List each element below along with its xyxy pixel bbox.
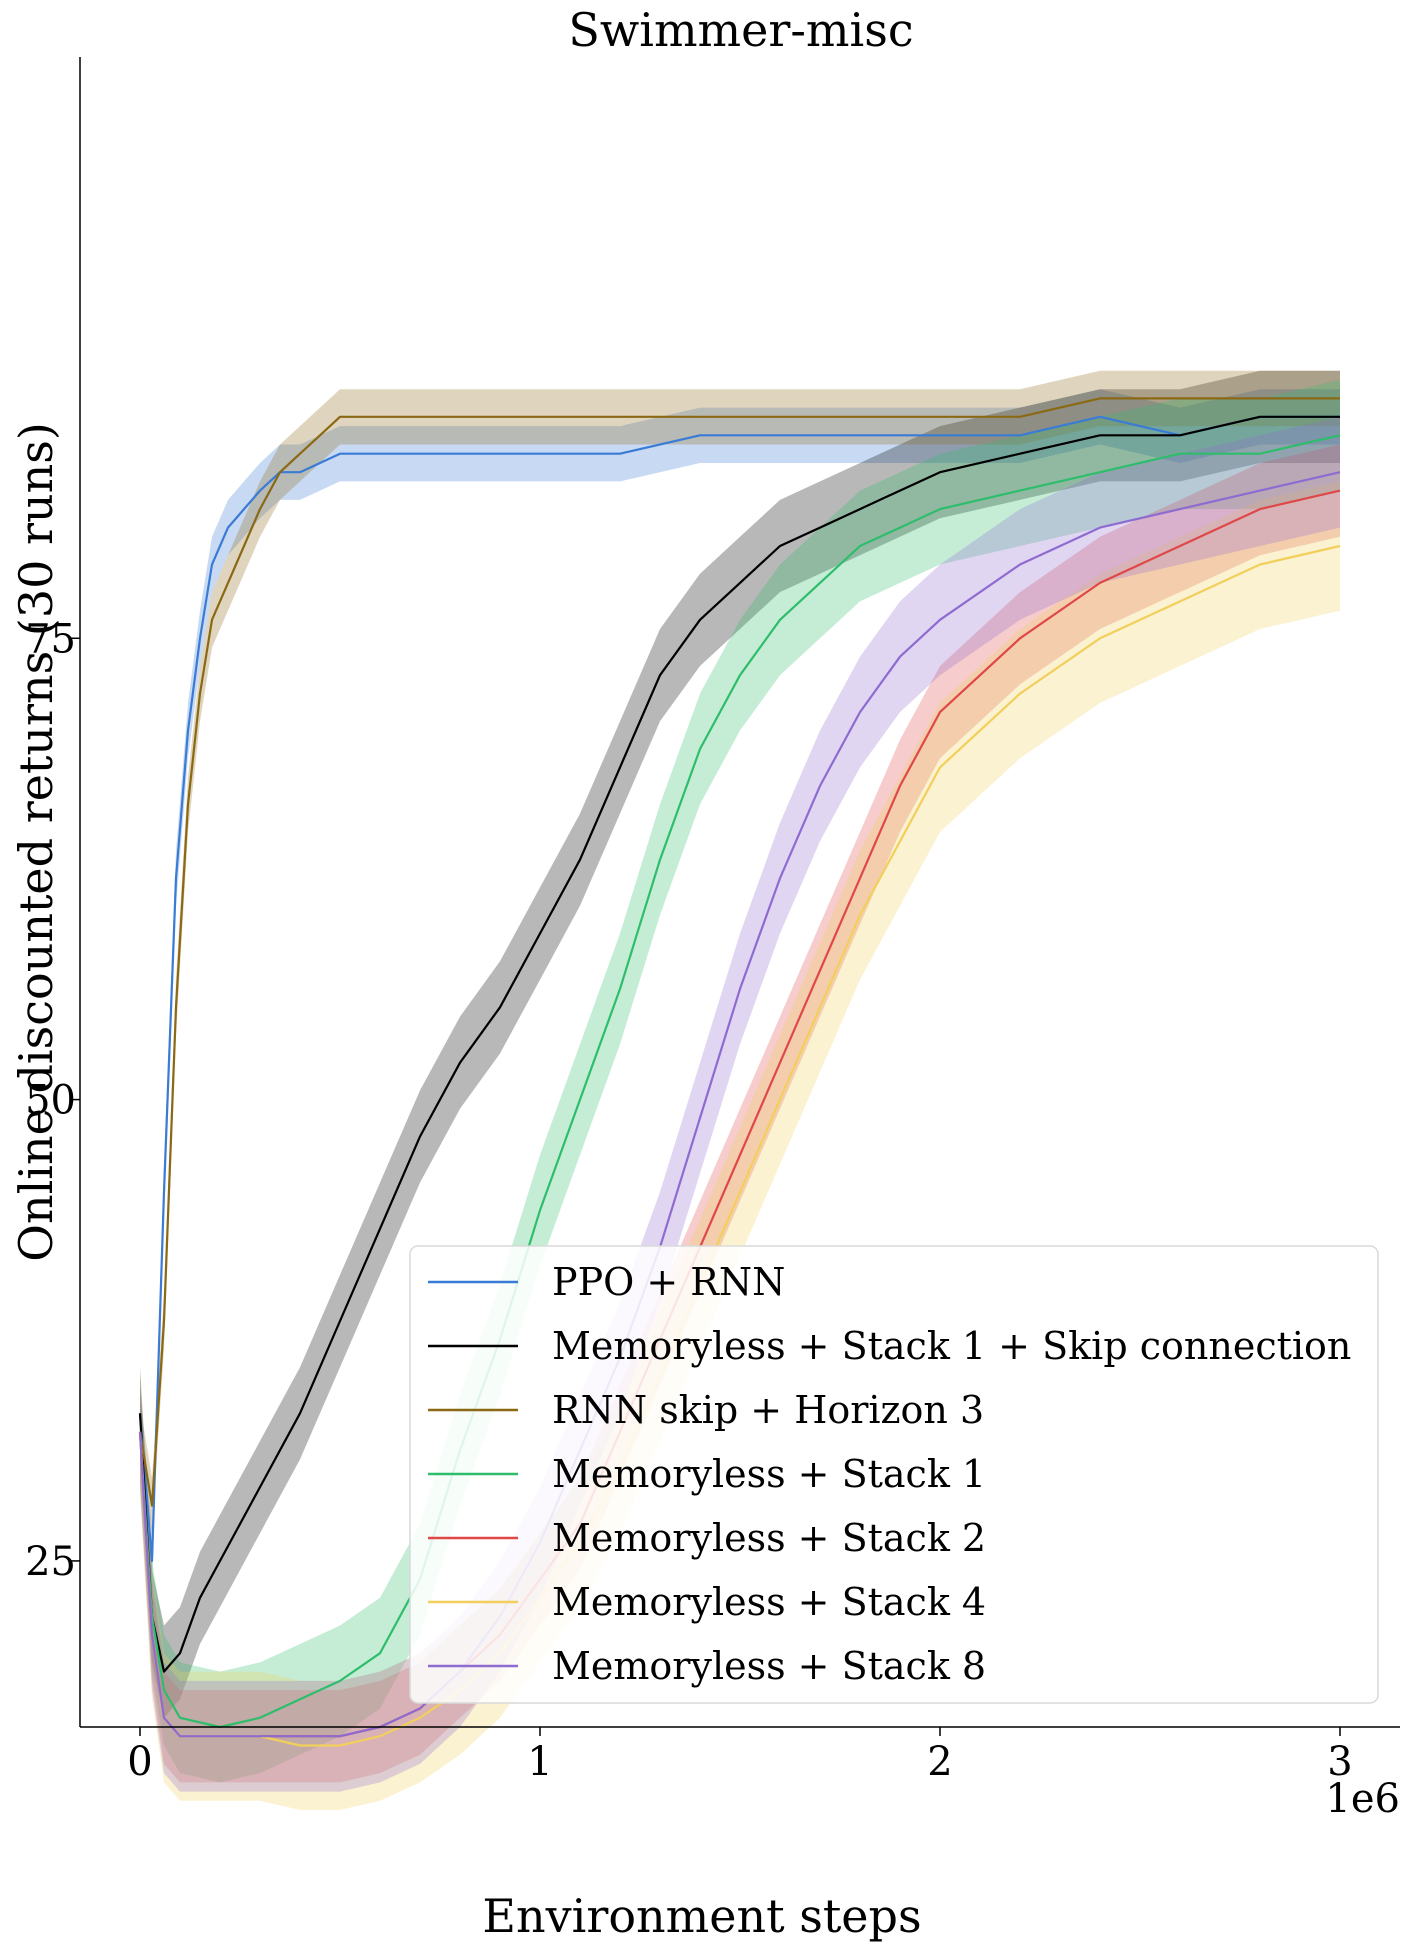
x-tick-label: 2	[927, 1739, 952, 1785]
legend-label-3: Memoryless + Stack 1	[552, 1452, 986, 1496]
series-line-1	[138, 415, 1340, 1673]
legend-label-4: Memoryless + Stack 2	[552, 1516, 986, 1560]
series-line-3	[138, 434, 1341, 1729]
y-tick-label: 50	[25, 1078, 76, 1124]
legend-label-1: Memoryless + Stack 1 + Skip connection	[552, 1324, 1351, 1368]
x-tick-label: 3	[1327, 1739, 1352, 1785]
x-tick-label: 0	[127, 1739, 152, 1785]
x-offset-label: 1e6	[1325, 1776, 1400, 1822]
chart-title: Swimmer-misc	[568, 3, 913, 57]
series-band-5	[140, 481, 1340, 1810]
series-line-2	[138, 397, 1340, 1507]
legend-items: PPO + RNN Memoryless + Stack 1 + Skip con…	[428, 1260, 1351, 1688]
legend-label-0: PPO + RNN	[552, 1260, 785, 1304]
series-band-4	[140, 444, 1340, 1783]
legend-frame	[409, 1245, 1379, 1704]
legend: PPO + RNN Memoryless + Stack 1 + Skip con…	[409, 1245, 1379, 1704]
legend-label-2: RNN skip + Horizon 3	[552, 1388, 984, 1432]
series-line-0	[138, 415, 1340, 1563]
y-axis-label: Online discounted returns (30 runs)	[9, 422, 63, 1262]
series-band-3	[140, 379, 1340, 1783]
x-axis-label: Environment steps	[482, 1889, 921, 1943]
legend-label-6: Memoryless + Stack 8	[552, 1644, 986, 1688]
legend-label-5: Memoryless + Stack 4	[552, 1580, 986, 1624]
series-lines	[138, 397, 1341, 1747]
x-tick-label: 1	[527, 1739, 552, 1785]
x-ticks: 0 1 2 3	[127, 1727, 1353, 1785]
series-band-2	[140, 370, 1340, 1534]
series-band-6	[140, 416, 1340, 1792]
y-tick-label: 75	[25, 616, 76, 662]
y-ticks: 25 50 75	[25, 616, 80, 1585]
y-tick-label: 25	[25, 1539, 76, 1585]
